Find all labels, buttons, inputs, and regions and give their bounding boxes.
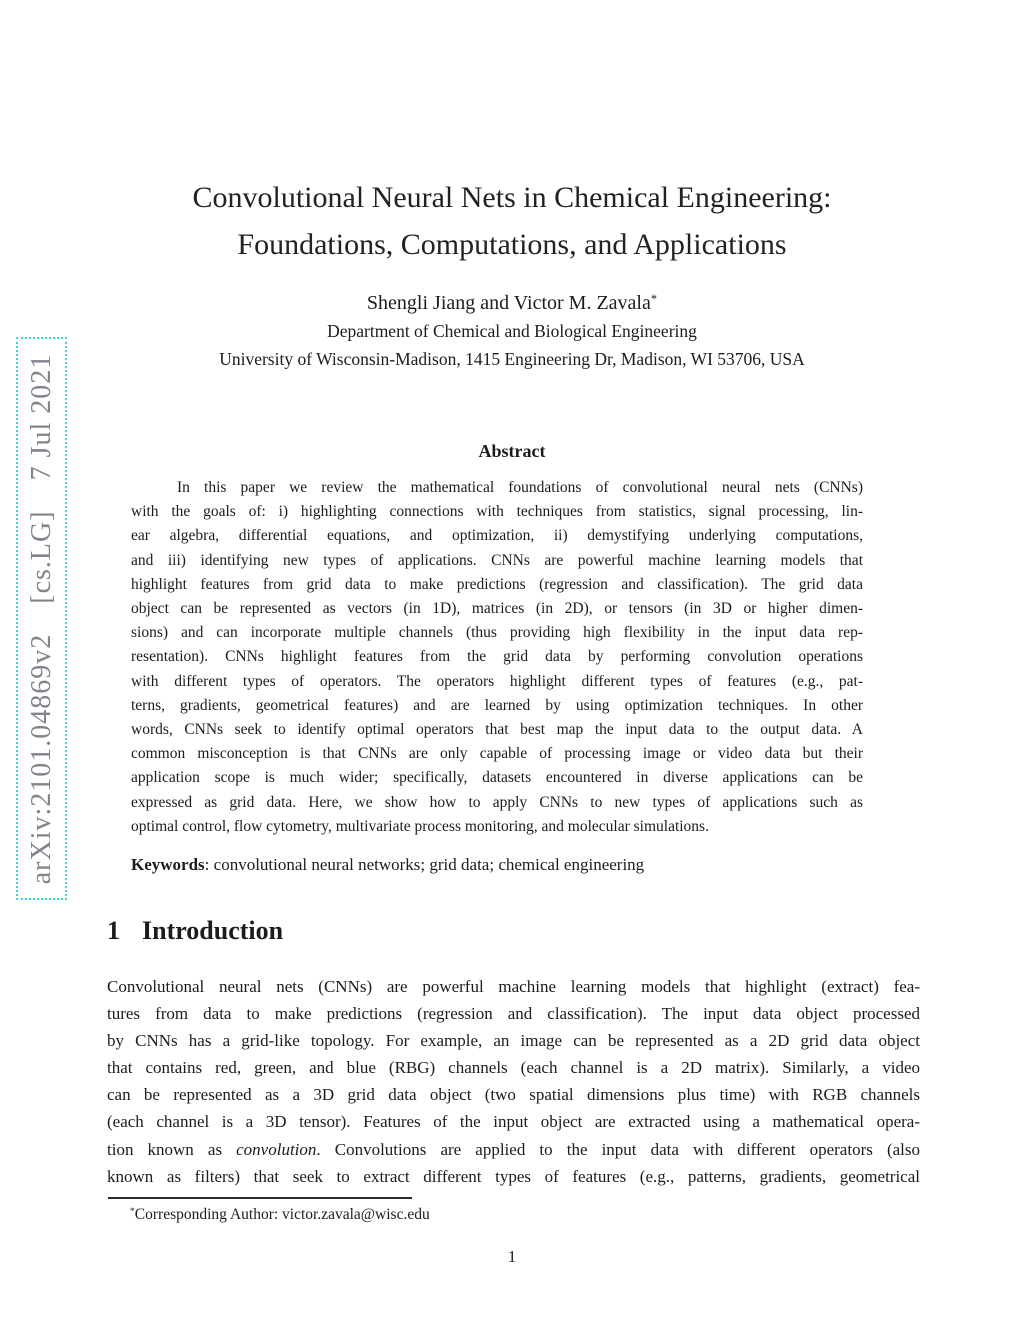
- text-segment: object can be represented as vectors (in…: [131, 600, 863, 618]
- text-segment: common misconception is that CNNs are on…: [131, 745, 863, 763]
- text-segment: with different types of operators. The o…: [131, 672, 863, 690]
- text-segment: words, CNNs seek to identify optimal ope…: [131, 721, 863, 739]
- text-line: resentation). CNNs highlight features fr…: [131, 645, 863, 669]
- text-line: common misconception is that CNNs are on…: [131, 742, 863, 766]
- text-segment: known as filters) that seek to extract d…: [107, 1166, 920, 1186]
- author-block: Shengli Jiang and Victor M. Zavala* Depa…: [0, 285, 1024, 373]
- text-line: with different types of operators. The o…: [131, 670, 863, 694]
- text-segment: tures from data to make predictions (reg…: [107, 1004, 920, 1024]
- page-number: 1: [507, 1247, 517, 1266]
- affiliation-university: University of Wisconsin-Madison, 1415 En…: [219, 349, 805, 370]
- text-segment: with the goals of: i) highlighting conne…: [131, 503, 863, 521]
- text-line: object can be represented as vectors (in…: [131, 597, 863, 621]
- footnote: *Corresponding Author: victor.zavala@wis…: [108, 1206, 870, 1224]
- text-line: application scope is much wider; specifi…: [131, 766, 863, 790]
- text-segment: optimal control, flow cytometry, multiva…: [131, 817, 709, 835]
- text-line: expressed as grid data. Here, we show ho…: [131, 791, 863, 815]
- text-line: words, CNNs seek to identify optimal ope…: [131, 718, 863, 742]
- keywords-line: Keywords: convolutional neural networks;…: [131, 855, 863, 875]
- text-line: tion known as convolution. Convolutions …: [107, 1136, 920, 1163]
- text-segment: tion known as: [107, 1139, 237, 1159]
- introduction-text: Convolutional neural nets (CNNs) are pow…: [107, 973, 920, 1190]
- paper-title-line-2: Foundations, Computations, and Applicati…: [237, 228, 787, 261]
- text-segment: can be represented as a 3D grid data obj…: [107, 1085, 920, 1105]
- text-segment: by CNNs has a grid-like topology. For ex…: [107, 1031, 920, 1051]
- text-segment: sions) and can incorporate multiple chan…: [131, 624, 863, 642]
- section-heading-introduction: 1 Introduction: [107, 916, 283, 946]
- text-line: ear algebra, differential equations, and…: [131, 524, 863, 548]
- affiliation-department: Department of Chemical and Biological En…: [327, 321, 697, 342]
- emphasized-text: convolution: [236, 1139, 317, 1159]
- authors-line: Shengli Jiang and Victor M. Zavala*: [0, 285, 1024, 317]
- text-segment: and iii) identifying new types of applic…: [131, 551, 863, 569]
- text-line: can be represented as a 3D grid data obj…: [107, 1081, 920, 1108]
- keywords-label: Keywords: [131, 855, 205, 874]
- section-number: 1: [107, 916, 120, 945]
- text-segment: (each channel is a 3D tensor). Features …: [107, 1112, 920, 1132]
- text-segment: highlight features from grid data to mak…: [131, 575, 863, 593]
- text-line: (each channel is a 3D tensor). Features …: [107, 1108, 920, 1135]
- paper-title-line-1: Convolutional Neural Nets in Chemical En…: [192, 181, 832, 214]
- text-line: by CNNs has a grid-like topology. For ex…: [107, 1027, 920, 1054]
- paper-title: Convolutional Neural Nets in Chemical En…: [0, 174, 1024, 268]
- text-segment: Convolutional neural nets (CNNs) are pow…: [107, 977, 920, 996]
- text-segment: that contains red, green, and blue (RBG)…: [107, 1058, 920, 1078]
- authors-names: Shengli Jiang and Victor M. Zavala: [366, 292, 651, 315]
- text-line: and iii) identifying new types of applic…: [131, 549, 863, 573]
- text-segment: expressed as grid data. Here, we show ho…: [131, 793, 863, 811]
- text-line: highlight features from grid data to mak…: [131, 573, 863, 597]
- footnote-text: Corresponding Author: victor.zavala@wisc…: [134, 1206, 430, 1223]
- author-footnote-marker: *: [650, 292, 658, 306]
- section-title: Introduction: [142, 916, 284, 945]
- text-line: optimal control, flow cytometry, multiva…: [131, 815, 863, 839]
- text-line: terns, gradients, geometrical features) …: [131, 694, 863, 718]
- text-segment: . Convolutions are applied to the input …: [316, 1139, 920, 1159]
- text-segment: resentation). CNNs highlight features fr…: [131, 648, 863, 666]
- text-segment: In this paper we review the mathematical…: [177, 479, 863, 496]
- footnote-rule: [108, 1197, 412, 1199]
- text-segment: application scope is much wider; specifi…: [131, 769, 863, 787]
- arxiv-stamp-text: arXiv:2101.04869v2 [cs.LG] 7 Jul 2021: [25, 353, 57, 884]
- text-line: known as filters) that seek to extract d…: [107, 1163, 920, 1190]
- text-line: Convolutional neural nets (CNNs) are pow…: [107, 973, 920, 1000]
- text-line: with the goals of: i) highlighting conne…: [131, 500, 863, 524]
- text-segment: ear algebra, differential equations, and…: [131, 527, 863, 545]
- text-line: In this paper we review the mathematical…: [131, 476, 863, 500]
- text-line: sions) and can incorporate multiple chan…: [131, 621, 863, 645]
- keywords-text: : convolutional neural networks; grid da…: [204, 855, 645, 874]
- text-line: that contains red, green, and blue (RBG)…: [107, 1054, 920, 1081]
- abstract-text: In this paper we review the mathematical…: [131, 476, 863, 839]
- abstract-heading: Abstract: [478, 441, 546, 461]
- text-line: tures from data to make predictions (reg…: [107, 1000, 920, 1027]
- footnote-marker: *: [130, 1206, 135, 1218]
- text-segment: terns, gradients, geometrical features) …: [131, 696, 863, 714]
- arxiv-stamp: arXiv:2101.04869v2 [cs.LG] 7 Jul 2021: [16, 337, 67, 900]
